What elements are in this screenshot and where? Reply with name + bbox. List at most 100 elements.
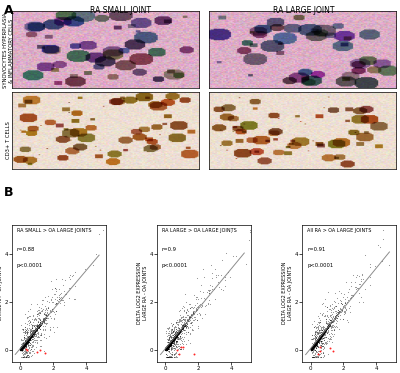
Point: [314, 340, 320, 346]
Point: [164, 345, 170, 351]
Point: [312, 341, 318, 347]
Point: [171, 334, 178, 340]
Point: [18, 344, 24, 350]
Point: [181, 322, 188, 328]
Point: [309, 350, 315, 356]
Point: [311, 342, 317, 348]
Point: [163, 347, 169, 353]
Point: [167, 339, 174, 345]
Point: [312, 342, 318, 348]
Point: [34, 325, 40, 331]
Point: [22, 341, 28, 347]
Point: [20, 342, 26, 348]
Point: [309, 344, 316, 350]
Point: [175, 329, 181, 335]
Point: [17, 345, 24, 351]
Point: [38, 320, 44, 326]
Point: [24, 338, 30, 344]
Point: [167, 341, 173, 347]
Point: [174, 329, 180, 335]
Point: [20, 343, 27, 349]
Point: [29, 331, 36, 337]
Point: [18, 347, 24, 353]
Point: [28, 301, 34, 307]
Point: [312, 335, 318, 341]
Point: [163, 347, 170, 352]
Point: [168, 337, 174, 343]
Point: [164, 344, 170, 350]
Point: [308, 346, 315, 352]
Point: [318, 332, 324, 338]
Point: [26, 329, 33, 335]
Point: [26, 336, 32, 342]
Point: [170, 338, 176, 344]
Point: [308, 345, 314, 351]
Point: [179, 325, 185, 331]
Point: [173, 324, 179, 330]
Point: [164, 345, 170, 351]
Point: [20, 344, 26, 350]
Point: [315, 336, 321, 342]
Point: [169, 337, 176, 343]
Point: [17, 347, 24, 352]
Point: [18, 345, 24, 351]
Point: [308, 347, 314, 352]
Point: [30, 330, 36, 336]
Point: [312, 341, 318, 347]
Point: [325, 323, 331, 329]
Point: [346, 309, 353, 315]
Point: [344, 299, 350, 305]
Point: [307, 346, 314, 352]
Point: [165, 344, 171, 350]
Point: [169, 338, 175, 344]
Point: [317, 335, 323, 341]
Point: [178, 321, 184, 327]
Point: [310, 347, 316, 352]
Point: [166, 342, 172, 348]
Point: [167, 340, 174, 346]
Point: [26, 335, 33, 341]
Point: [163, 345, 170, 351]
Point: [311, 342, 318, 348]
Point: [170, 338, 176, 344]
Point: [167, 341, 174, 347]
Point: [36, 325, 42, 330]
Point: [35, 307, 42, 313]
Point: [352, 285, 358, 291]
Point: [22, 341, 28, 347]
Point: [170, 336, 177, 342]
Point: [167, 341, 174, 347]
Point: [52, 308, 59, 314]
Point: [308, 345, 315, 351]
Point: [23, 339, 29, 345]
Point: [21, 345, 27, 351]
Point: [312, 342, 318, 348]
Point: [168, 338, 175, 344]
Point: [166, 342, 173, 348]
Point: [169, 339, 175, 345]
Point: [313, 332, 319, 338]
Point: [314, 339, 321, 345]
Point: [162, 347, 169, 352]
Point: [18, 347, 24, 352]
Point: [309, 345, 315, 351]
Point: [165, 344, 172, 350]
Point: [18, 345, 24, 351]
Point: [322, 334, 329, 340]
Point: [176, 347, 183, 352]
Point: [310, 342, 317, 348]
Point: [28, 332, 35, 338]
Point: [30, 331, 36, 337]
Point: [310, 344, 316, 350]
Point: [310, 344, 316, 350]
Point: [23, 339, 29, 345]
Point: [308, 346, 314, 352]
Point: [316, 335, 322, 341]
Point: [323, 339, 329, 345]
Point: [163, 347, 169, 352]
Point: [311, 343, 317, 349]
Point: [167, 340, 174, 346]
Point: [27, 341, 34, 347]
Point: [21, 342, 28, 348]
Point: [311, 342, 318, 348]
